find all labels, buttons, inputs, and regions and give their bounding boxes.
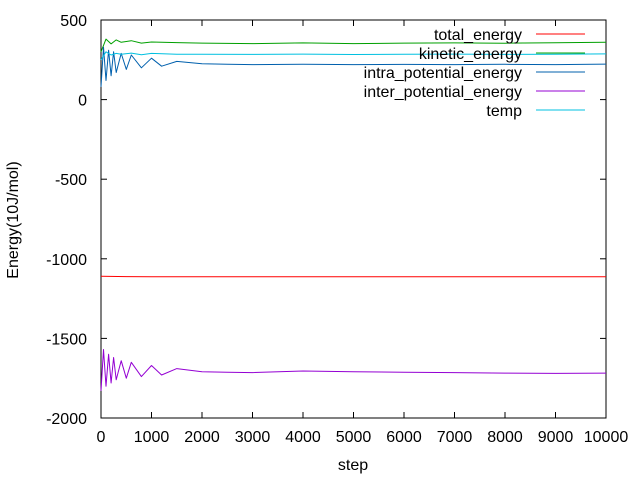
x-tick-label: 5000: [336, 429, 372, 446]
series-line-intra-potential-energy: [100, 46, 607, 87]
series-line-inter-potential-energy: [100, 349, 607, 391]
y-tick-label: -1500: [46, 331, 87, 348]
x-tick-label: 4000: [285, 429, 321, 446]
y-tick-label: 0: [78, 93, 87, 110]
y-axis-title: Energy(10J/mol): [5, 161, 22, 278]
y-tick-label: 500: [60, 13, 87, 30]
x-tick-label: 8000: [487, 429, 523, 446]
x-tick-label: 6000: [386, 429, 422, 446]
legend: total_energy kinetic_energy intra_potentia…: [364, 27, 585, 120]
legend-label-inter-potential-energy: inter_potential_energy: [364, 84, 522, 101]
legend-label-kinetic-energy: kinetic_energy: [419, 46, 522, 63]
y-tick-label: -500: [55, 172, 87, 189]
series-line-kinetic-energy: [100, 38, 607, 52]
legend-label-intra-potential-energy: intra_potential_energy: [364, 65, 522, 82]
x-tick-label: 10000: [584, 429, 629, 446]
series-line-temp: [100, 51, 607, 61]
x-tick-label: 7000: [437, 429, 473, 446]
x-tick-label: 1000: [134, 429, 170, 446]
y-tick-label: -2000: [46, 411, 87, 428]
legend-label-total-energy: total_energy: [434, 27, 522, 44]
plot-frame: [100, 19, 607, 419]
legend-label-temp: temp: [486, 103, 522, 120]
x-tick-label: 9000: [538, 429, 574, 446]
x-tick-label: 0: [97, 429, 106, 446]
x-axis-title: step: [338, 457, 368, 474]
axis-titles: step Energy(10J/mol): [5, 161, 368, 474]
x-tick-label: 3000: [235, 429, 271, 446]
ticks: 0 1000 2000 3000 4000 5000 6000 7000 8000 9000 100…: [46, 13, 628, 446]
series-line-total-energy: [100, 275, 606, 278]
x-tick-label: 2000: [184, 429, 220, 446]
series-layer: [100, 38, 607, 391]
y-tick-label: -1000: [46, 252, 87, 269]
